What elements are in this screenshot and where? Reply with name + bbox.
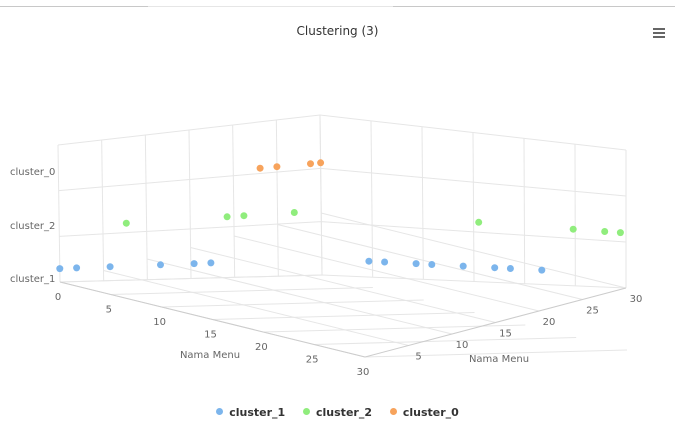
legend-label: cluster_1 [229,406,286,419]
tab-divider-left [0,6,148,7]
floor-grid-line [103,270,409,346]
z-tick-label: 5 [415,352,421,363]
z-tick-label: 10 [456,340,469,351]
z-axis-line [364,287,627,358]
x-tick-label: 25 [306,355,319,366]
grid-line [101,139,105,281]
data-point-cluster-2 [475,218,483,226]
data-point-cluster-1 [459,262,467,270]
x-axis-title: Nama Menu [180,350,240,361]
floor-grid-line [212,312,475,320]
data-point-cluster-1 [365,257,373,265]
floor-grid-line [59,274,323,283]
grid-line [59,221,627,243]
legend-item-cluster-1[interactable]: cluster_1 [216,406,285,419]
grid-line [275,119,279,277]
top-divider [0,0,675,8]
data-point-cluster-1 [506,265,514,272]
y-category-label: cluster_2 [10,221,55,232]
grid-line [144,134,148,280]
legend-label: cluster_0 [402,406,459,419]
x-tick-label: 15 [204,330,217,341]
tab-divider-active [148,6,393,7]
legend-marker-icon [389,408,397,415]
data-point-cluster-0 [317,159,325,167]
data-point-cluster-1 [491,264,499,272]
grid-line [232,124,236,278]
grid-line [319,114,323,276]
x-axis-line [59,281,366,358]
data-point-cluster-2 [569,225,577,233]
data-point-cluster-2 [240,212,248,220]
legend-item-cluster-2[interactable]: cluster_2 [303,406,372,419]
z-tick-label: 20 [543,317,556,328]
chart-legend: cluster_1 cluster_2 cluster_0 [0,406,675,419]
data-point-cluster-1 [190,260,198,268]
floor-grid-line [320,212,627,289]
data-point-cluster-0 [273,163,281,171]
z-axis-title: Nama Menu [469,354,529,365]
data-point-cluster-2 [290,209,298,216]
grid-line [472,132,475,282]
floor-grid-line [314,337,577,345]
grid-line [523,138,526,284]
legend-marker-icon [303,408,311,415]
floor-grid-line [190,247,496,323]
data-point-cluster-2 [601,228,609,235]
hamburger-menu-icon[interactable] [652,26,668,40]
y-category-label: cluster_0 [10,167,55,178]
grid-line [59,274,627,289]
data-point-cluster-1 [56,265,64,273]
data-point-cluster-1 [157,261,164,269]
legend-item-cluster-0[interactable]: cluster_0 [389,406,459,419]
data-point-cluster-2 [122,219,130,227]
grid-line [57,144,61,283]
floor-grid-line [161,299,424,308]
legend-marker-icon [216,408,224,415]
floor-grid-line [110,287,373,295]
grid-line [421,126,424,280]
grid-line [188,129,192,279]
chart-title: Clustering (3) [296,24,379,38]
x-tick-label: 10 [153,317,166,328]
grid-line [370,120,374,278]
data-point-cluster-1 [73,264,81,272]
data-point-cluster-0 [307,160,314,168]
floor-grid-line [263,324,526,333]
x-tick-label: 0 [55,292,61,303]
data-point-cluster-1 [381,258,389,266]
data-point-cluster-1 [412,260,420,268]
floor-grid-line [146,258,453,335]
data-point-cluster-1 [428,261,436,268]
x-tick-label: 20 [255,342,268,353]
x-tick-label: 30 [357,367,370,378]
data-point-cluster-0 [256,164,264,172]
legend-label: cluster_2 [316,406,372,419]
z-tick-label: 30 [630,294,643,305]
grid-line [57,114,627,151]
data-point-cluster-1 [106,263,114,271]
z-tick-label: 25 [586,306,599,317]
grid-line [58,167,627,197]
x-tick-label: 5 [106,305,112,316]
data-point-cluster-2 [223,213,231,221]
data-point-cluster-1 [538,266,546,274]
floor-grid-line [364,349,628,358]
z-tick-label: 15 [499,329,512,340]
y-category-label: cluster_1 [10,274,55,285]
data-point-cluster-2 [616,229,624,237]
data-point-cluster-1 [207,259,215,267]
tab-divider-right [393,6,675,7]
floor-grid-line [233,235,540,312]
